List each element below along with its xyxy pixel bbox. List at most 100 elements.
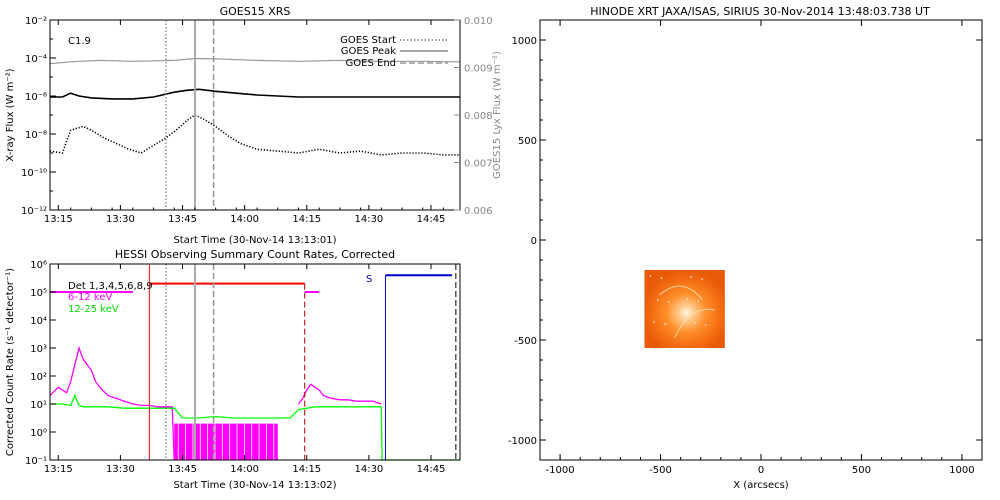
- goes-x-tick-label: 14:15: [292, 214, 321, 225]
- goes-y-tick-label: 10⁻⁴: [25, 54, 47, 65]
- xrt-image-speck: [701, 278, 703, 280]
- xrt-solar-image: [644, 270, 725, 348]
- goes-y-ticks: 10⁻¹² 10⁻¹⁰ 10⁻⁸ 10⁻⁶ 10⁻⁴ 10⁻²: [21, 16, 56, 217]
- legend-goes-peak-label: GOES Peak: [341, 46, 396, 57]
- goes-plot-frame: [49, 19, 461, 211]
- xrt-y-tick-label: 500: [518, 136, 537, 147]
- hessi-series-line: [297, 383, 382, 405]
- hessi-x-axis-label: Start Time (30-Nov-14 13:13:02): [173, 480, 336, 491]
- xrt-image-layer: [644, 270, 725, 348]
- hessi-y-tick-label: 10⁶: [30, 260, 47, 271]
- goes-x-tick-label: 13:30: [106, 214, 135, 225]
- xrt-y-tick-label: -1000: [508, 436, 537, 447]
- hessi-y-tick-label: 10⁰: [30, 428, 47, 439]
- goes-x-axis-label: Start Time (30-Nov-14 13:13:01): [173, 235, 336, 246]
- hessi-y-tick-label: 10⁴: [30, 316, 47, 327]
- xrt-x-tick-label: 500: [852, 465, 871, 476]
- hessi-series-line: [50, 393, 460, 461]
- goes-class-label: C1.9: [68, 36, 91, 47]
- hessi-x-tick-label: 14:45: [417, 464, 446, 475]
- hessi-x-ticks: 13:15 13:30 13:45 14:00 14:15 14:30 14:45: [44, 264, 446, 475]
- goes-x-ticks: 13:15 13:30 13:45 14:00 14:15 14:30 14:45: [44, 20, 446, 225]
- goes-series-short: [49, 114, 460, 156]
- legend-goes-end-label: GOES End: [346, 58, 396, 69]
- hessi-y-ticks: 10⁻¹ 10⁰ 10¹ 10² 10³ 10⁴ 10⁵ 10⁶: [25, 260, 56, 467]
- xrt-x-tick-label: -1000: [546, 465, 575, 476]
- goes-y-tick-label: 10⁻²: [25, 16, 47, 27]
- xrt-image-speck: [656, 299, 659, 301]
- goes-y2-tick-label: 0.010: [464, 16, 493, 27]
- goes-legend: GOES Start GOES Peak GOES End: [340, 35, 448, 69]
- hessi-plot-frame: [49, 263, 461, 461]
- hessi-legend-12-25: 12-25 keV: [68, 304, 119, 315]
- goes-y2-tick-label: 0.009: [464, 64, 493, 75]
- hessi-x-tick-label: 14:00: [230, 464, 259, 475]
- xrt-image-speck: [690, 276, 692, 278]
- hessi-x-tick-label: 14:30: [354, 464, 383, 475]
- xrt-panel: HINODE XRT JAXA/ISAS, SIRIUS 30-Nov-2014…: [508, 5, 983, 491]
- xrt-image-speck: [697, 300, 700, 302]
- goes-title: GOES15 XRS: [220, 5, 291, 18]
- xrt-plot-frame: [539, 19, 983, 461]
- xrt-x-axis-label: X (arcsecs): [733, 480, 789, 491]
- hessi-y-axis-label: Corrected Count Rate (s⁻¹ detector⁻¹): [5, 268, 16, 456]
- legend-goes-start-label: GOES Start: [340, 35, 396, 46]
- goes-series-layer: [49, 57, 461, 156]
- goes-y-axis-label: X-ray Flux (W m⁻²): [5, 68, 16, 161]
- hessi-title: HESSI Observing Summary Count Rates, Cor…: [115, 248, 395, 261]
- goes-x-tick-label: 13:45: [168, 214, 197, 225]
- hessi-y-tick-label: 10⁵: [30, 288, 47, 299]
- goes-series-lya: [49, 57, 461, 65]
- hessi-x-tick-label: 13:15: [44, 464, 73, 475]
- goes-x-tick-label: 13:15: [44, 214, 73, 225]
- goes-y-tick-label: 10⁻⁶: [25, 92, 47, 103]
- xrt-image-speck: [649, 275, 652, 277]
- hessi-x-tick-label: 13:45: [168, 464, 197, 475]
- goes-y-tick-label: 10⁻¹⁰: [21, 168, 47, 179]
- xrt-x-tick-label: 0: [758, 465, 764, 476]
- hessi-x-tick-label: 14:15: [292, 464, 321, 475]
- hessi-y-tick-label: 10¹: [30, 400, 47, 411]
- xrt-y-ticks: -1000 -500 0 500 1000: [508, 19, 982, 461]
- xrt-x-ticks: -1000 -500 0 500 1000: [539, 20, 983, 476]
- hessi-s-flag: S: [366, 274, 372, 285]
- xrt-image-speck: [653, 321, 655, 323]
- xrt-y-tick-label: 0: [531, 236, 537, 247]
- hessi-series-layer: [49, 264, 460, 461]
- goes-x-tick-label: 14:30: [354, 214, 383, 225]
- goes-y2-ticks: 0.006 0.007 0.008 0.009 0.010: [454, 16, 493, 217]
- xrt-y-tick-label: -500: [514, 336, 537, 347]
- xrt-image-speck: [664, 323, 666, 325]
- xrt-image-speck: [686, 298, 689, 300]
- goes-x-tick-label: 14:00: [230, 214, 259, 225]
- hessi-series-line: [49, 345, 175, 461]
- hessi-y-tick-label: 10²: [30, 372, 47, 383]
- hessi-panel: HESSI Observing Summary Count Rates, Cor…: [5, 248, 461, 491]
- goes-y-tick-label: 10⁻⁸: [25, 130, 47, 141]
- goes-y2-axis-label: GOES15 Lyx Flux (W m⁻²): [492, 51, 503, 179]
- goes-y2-tick-label: 0.008: [464, 111, 493, 122]
- xrt-image-speck: [704, 324, 707, 326]
- hessi-x-tick-label: 13:30: [106, 464, 135, 475]
- hessi-attenuator-bar: [174, 423, 278, 460]
- goes-y2-tick-label: 0.006: [464, 206, 493, 217]
- hessi-y-tick-label: 10⁻¹: [25, 456, 47, 467]
- xrt-title: HINODE XRT JAXA/ISAS, SIRIUS 30-Nov-2014…: [590, 5, 930, 18]
- xrt-image-speck: [660, 277, 663, 279]
- xrt-coronal-loops: [659, 285, 715, 339]
- xrt-image-speck: [667, 301, 670, 303]
- xrt-y-tick-label: 1000: [512, 36, 537, 47]
- goes-series-long: [50, 88, 460, 100]
- goes-x-tick-label: 14:45: [417, 214, 446, 225]
- xrt-x-tick-label: -500: [649, 465, 672, 476]
- hessi-legend-6-12: 6-12 keV: [68, 292, 112, 303]
- hessi-marker-lines: [165, 264, 215, 460]
- hessi-y-tick-label: 10³: [30, 344, 47, 355]
- hessi-legend-det: Det 1,3,4,5,6,8,9: [68, 281, 153, 292]
- goes-marker-lines: [165, 20, 215, 210]
- xrt-x-tick-label: 1000: [949, 465, 974, 476]
- goes-panel: GOES15 XRS 13:15 13:30 13:45 14:00 14:15 14:3…: [5, 5, 503, 246]
- goes-y2-tick-label: 0.007: [464, 159, 493, 170]
- xrt-image-speck: [693, 322, 696, 324]
